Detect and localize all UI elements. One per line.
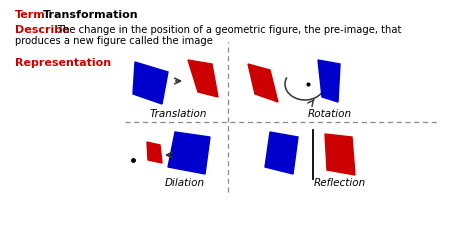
Text: The change in the position of a geometric figure, the pre-image, that: The change in the position of a geometri…	[57, 25, 401, 35]
Text: Reflection: Reflection	[314, 177, 366, 187]
Text: Dilation: Dilation	[165, 177, 205, 187]
Polygon shape	[133, 63, 168, 105]
Polygon shape	[168, 133, 210, 174]
Text: produces a new figure called the image: produces a new figure called the image	[15, 36, 213, 46]
Text: Describe: Describe	[15, 25, 70, 35]
Polygon shape	[188, 61, 218, 98]
Text: Translation: Translation	[149, 109, 207, 118]
Polygon shape	[318, 61, 340, 103]
Text: Representation: Representation	[15, 58, 111, 68]
Polygon shape	[265, 133, 298, 174]
Polygon shape	[325, 135, 355, 175]
Text: Rotation: Rotation	[308, 109, 352, 118]
Text: Transformation: Transformation	[43, 10, 139, 20]
Polygon shape	[147, 142, 162, 163]
Polygon shape	[248, 65, 278, 103]
Text: Term: Term	[15, 10, 46, 20]
